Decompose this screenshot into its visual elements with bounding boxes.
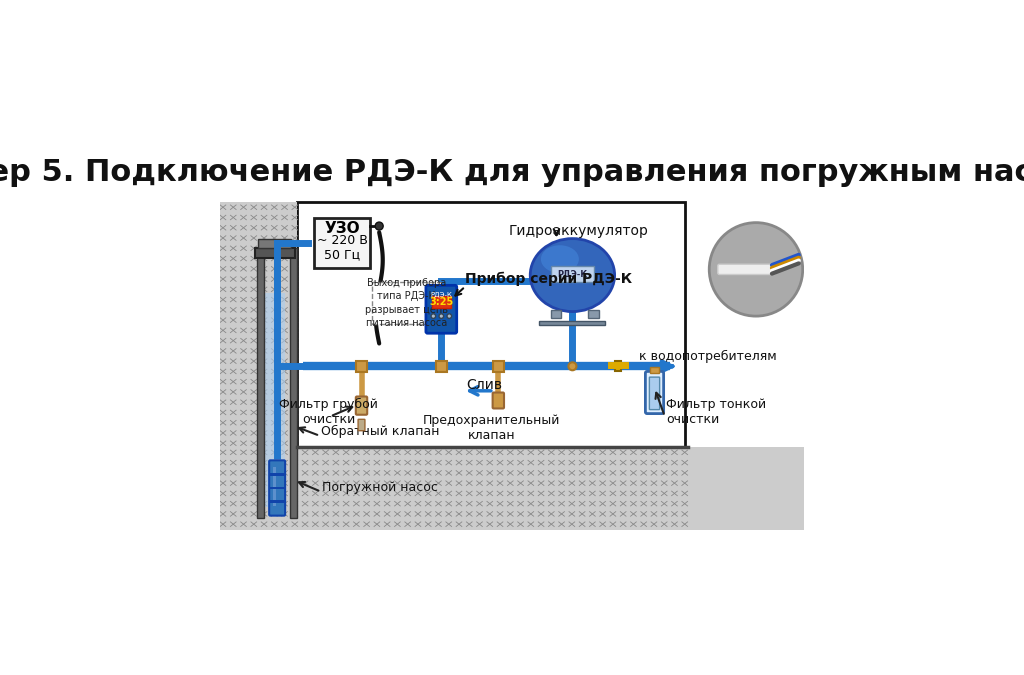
Text: Погружной насос: Погружной насос — [323, 481, 438, 493]
Text: Предохранительный
клапан: Предохранительный клапан — [423, 414, 560, 442]
Bar — [264, 294, 285, 507]
FancyBboxPatch shape — [718, 264, 775, 275]
Bar — [255, 248, 295, 258]
Bar — [589, 310, 599, 319]
Bar — [297, 202, 685, 448]
Bar — [435, 360, 447, 372]
Bar — [493, 360, 504, 372]
Circle shape — [447, 314, 452, 319]
Bar — [355, 360, 368, 372]
Bar — [551, 310, 561, 319]
Bar — [220, 202, 297, 448]
FancyBboxPatch shape — [649, 377, 659, 410]
Text: Фильтр грубой
очистки: Фильтр грубой очистки — [279, 398, 378, 426]
Bar — [551, 266, 594, 282]
Bar — [269, 473, 285, 476]
Bar — [290, 248, 297, 518]
Text: Фильтр тонкой
очистки: Фильтр тонкой очистки — [666, 398, 766, 426]
Bar — [650, 367, 659, 373]
Text: к водопотребителям: к водопотребителям — [639, 350, 777, 362]
Circle shape — [710, 223, 803, 316]
Bar — [432, 296, 451, 308]
Text: Гидроаккумулятор: Гидроаккумулятор — [508, 223, 648, 238]
Bar — [269, 487, 285, 489]
FancyBboxPatch shape — [355, 396, 368, 414]
FancyBboxPatch shape — [314, 218, 370, 268]
Text: Слив: Слив — [466, 377, 502, 392]
FancyBboxPatch shape — [372, 283, 441, 323]
FancyBboxPatch shape — [426, 286, 457, 333]
Ellipse shape — [541, 245, 579, 273]
Text: Прибор серии РДЭ-К: Прибор серии РДЭ-К — [465, 272, 633, 286]
Circle shape — [431, 314, 435, 319]
FancyBboxPatch shape — [645, 371, 664, 414]
Text: УЗО: УЗО — [325, 221, 360, 236]
Bar — [272, 467, 276, 506]
Circle shape — [375, 222, 383, 230]
Bar — [614, 361, 622, 371]
Circle shape — [439, 314, 443, 319]
FancyBboxPatch shape — [493, 392, 504, 408]
Bar — [297, 448, 685, 530]
FancyBboxPatch shape — [269, 460, 285, 516]
Ellipse shape — [530, 238, 614, 312]
FancyBboxPatch shape — [358, 419, 365, 431]
Bar — [220, 448, 804, 530]
Circle shape — [568, 362, 577, 371]
Text: Пример 5. Подключение РДЭ-К для управления погружным насосом.: Пример 5. Подключение РДЭ-К для управлен… — [0, 158, 1024, 187]
Bar — [258, 239, 292, 248]
Bar — [540, 321, 605, 325]
Text: Выход прибора
типа РДЭ-К
разрывает цепь
питания насоса: Выход прибора типа РДЭ-К разрывает цепь … — [365, 278, 449, 328]
Bar — [257, 248, 264, 518]
Text: РДЭ-К: РДЭ-К — [557, 269, 588, 279]
Text: Обратный клапан: Обратный клапан — [322, 425, 439, 438]
Text: ~ 220 В
50 Гц: ~ 220 В 50 Гц — [316, 234, 368, 262]
Text: 3:25: 3:25 — [429, 297, 454, 307]
Text: РДЭ-К: РДЭ-К — [430, 292, 453, 298]
Bar — [269, 500, 285, 503]
